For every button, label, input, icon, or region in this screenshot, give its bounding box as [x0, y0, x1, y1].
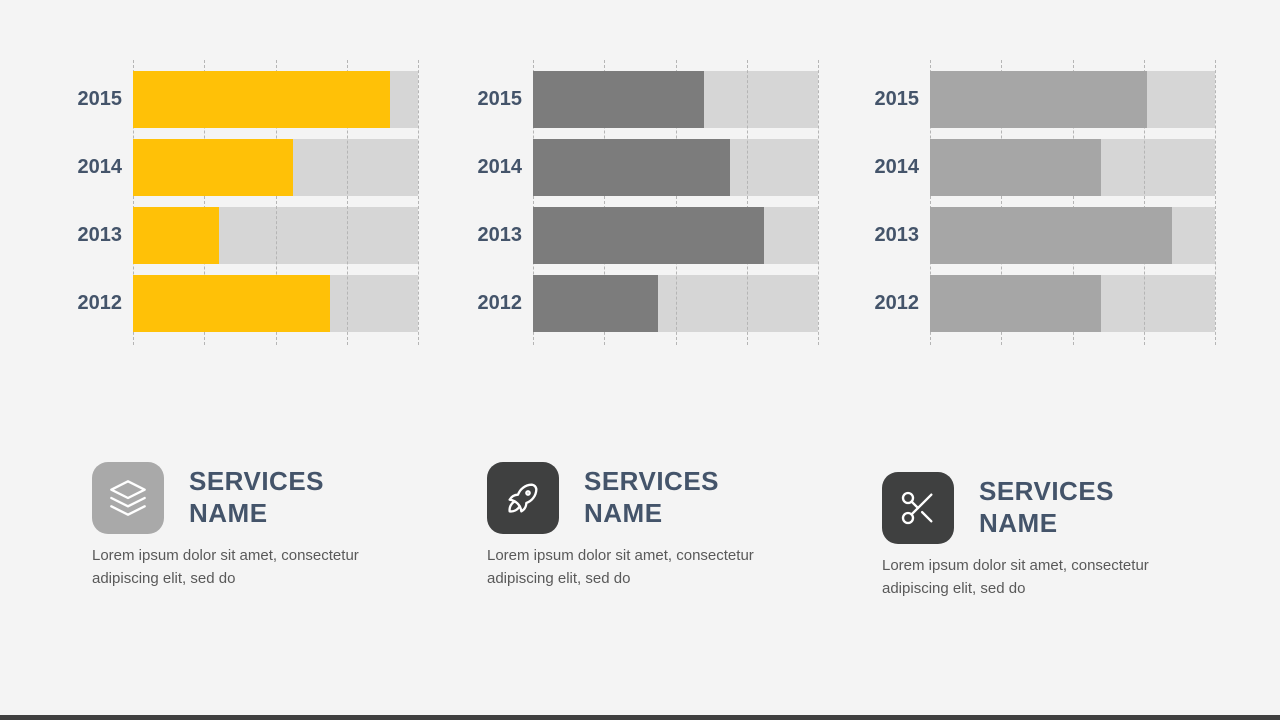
gridline — [346, 60, 348, 345]
gridline — [1001, 60, 1003, 345]
year-label: 2015 — [477, 88, 523, 110]
bar-2015 — [930, 71, 1147, 128]
bar-2014 — [133, 139, 293, 196]
bar-2013 — [533, 207, 764, 264]
service-icon-box — [92, 462, 164, 534]
layers-icon — [110, 480, 146, 516]
bar-track — [533, 71, 818, 128]
chart-2-plot — [533, 60, 819, 345]
rocket-icon — [508, 483, 538, 513]
service-card-2: SERVICES NAME Lorem ipsum dolor sit amet… — [487, 462, 799, 591]
year-label: 2013 — [77, 224, 123, 246]
year-label: 2012 — [874, 292, 920, 314]
footer-bar — [0, 715, 1280, 720]
service-title: SERVICES NAME — [584, 466, 720, 528]
gridline — [604, 60, 606, 345]
gridline — [1072, 60, 1074, 345]
year-label: 2014 — [874, 156, 920, 178]
chart-1-plot — [133, 60, 419, 345]
year-label: 2012 — [77, 292, 123, 314]
bar-chart-1: 2015 2014 2013 2012 — [75, 60, 419, 345]
bar-track — [930, 207, 1215, 264]
service-card-2-header: SERVICES NAME — [487, 462, 799, 534]
gridline — [675, 60, 677, 345]
year-label: 2015 — [77, 88, 123, 110]
bar-track — [133, 275, 418, 332]
scissors-icon — [901, 491, 933, 525]
service-description: Lorem ipsum dolor sit amet, consectetur … — [92, 547, 359, 588]
gridline — [204, 60, 206, 345]
bar-track — [133, 139, 418, 196]
year-label: 2014 — [77, 156, 123, 178]
service-card-3-header: SERVICES NAME — [882, 472, 1194, 544]
gridline — [418, 60, 419, 345]
year-label: 2012 — [477, 292, 523, 314]
gridline — [746, 60, 748, 345]
bar-2015 — [133, 71, 390, 128]
service-icon-box — [882, 472, 954, 544]
bar-chart-2: 2015 2014 2013 2012 — [475, 60, 819, 345]
bar-track — [133, 71, 418, 128]
chart-1-year-labels: 2015 2014 2013 2012 — [75, 60, 123, 345]
bar-2012 — [533, 275, 659, 332]
year-label: 2015 — [874, 88, 920, 110]
year-label: 2014 — [477, 156, 523, 178]
gridline — [275, 60, 277, 345]
chart-3-plot — [930, 60, 1216, 345]
gridline — [533, 60, 534, 345]
bar-track — [533, 139, 818, 196]
service-card-1-header: SERVICES NAME — [92, 462, 404, 534]
service-card-3: SERVICES NAME Lorem ipsum dolor sit amet… — [882, 472, 1194, 601]
year-label: 2013 — [477, 224, 523, 246]
service-card-1: SERVICES NAME Lorem ipsum dolor sit amet… — [92, 462, 404, 591]
chart-2-year-labels: 2015 2014 2013 2012 — [475, 60, 523, 345]
bar-2013 — [133, 207, 219, 264]
gridline — [930, 60, 931, 345]
gridline — [133, 60, 134, 345]
bar-2014 — [930, 139, 1101, 196]
gridline — [818, 60, 819, 345]
bar-2013 — [930, 207, 1173, 264]
bar-track — [533, 207, 818, 264]
service-description: Lorem ipsum dolor sit amet, consectetur … — [487, 547, 754, 588]
service-description: Lorem ipsum dolor sit amet, consectetur … — [882, 557, 1149, 598]
service-title: SERVICES NAME — [189, 466, 325, 528]
gridline — [1143, 60, 1145, 345]
service-title: SERVICES NAME — [979, 476, 1115, 538]
bar-2015 — [533, 71, 704, 128]
bar-track — [930, 71, 1215, 128]
bar-2012 — [930, 275, 1101, 332]
bar-2014 — [533, 139, 730, 196]
bar-track — [930, 275, 1215, 332]
year-label: 2013 — [874, 224, 920, 246]
chart-3-year-labels: 2015 2014 2013 2012 — [872, 60, 920, 345]
bar-track — [930, 139, 1215, 196]
gridline — [1215, 60, 1216, 345]
bar-2012 — [133, 275, 330, 332]
bar-chart-3: 2015 2014 2013 2012 — [872, 60, 1216, 345]
service-icon-box — [487, 462, 559, 534]
